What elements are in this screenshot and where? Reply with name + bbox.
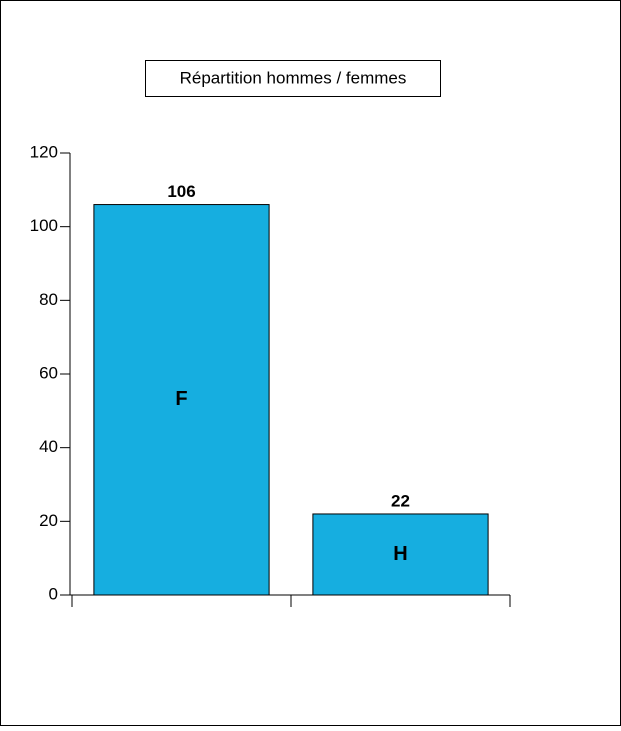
chart-title: Répartition hommes / femmes: [180, 68, 407, 87]
y-tick-label: 0: [49, 584, 58, 603]
y-tick-label: 20: [39, 511, 58, 530]
y-tick-label: 120: [30, 142, 58, 161]
title-box: [145, 60, 441, 97]
value-label: 22: [391, 491, 410, 510]
bar: [93, 204, 270, 596]
y-tick-label: 80: [39, 290, 58, 309]
category-label: H: [393, 543, 407, 565]
y-tick-label: 100: [30, 216, 58, 235]
bar: [312, 513, 489, 596]
y-tick-label: 60: [39, 363, 58, 382]
value-label: 106: [167, 182, 195, 201]
category-label: F: [175, 388, 187, 410]
y-tick-label: 40: [39, 437, 58, 456]
